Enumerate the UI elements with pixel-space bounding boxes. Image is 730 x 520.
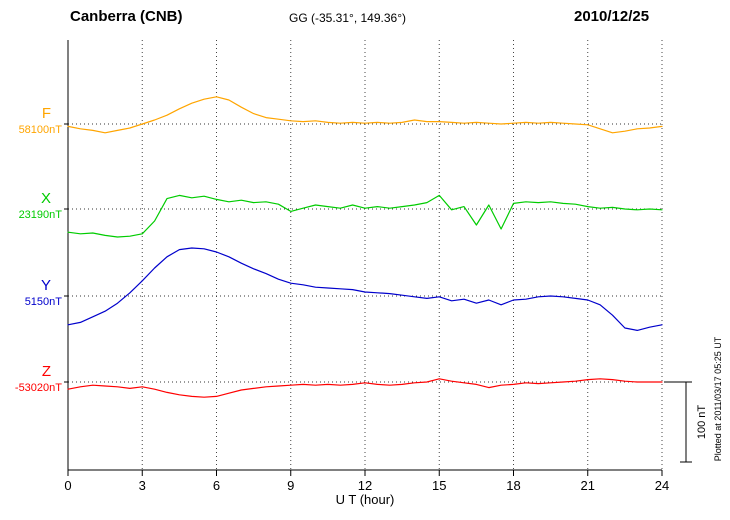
- scale-bar-label: 100 nT: [696, 404, 708, 440]
- station-name: Canberra (CNB): [70, 8, 183, 25]
- plot-date: 2010/12/25: [574, 8, 650, 25]
- series-base-Z: -53020nT: [14, 382, 62, 394]
- plotted-at-note: Plotted at 2011/03/17 05:25 UT: [713, 336, 723, 462]
- series-label-Y: Y: [40, 277, 51, 294]
- component-Z: Z -53020nT: [0, 364, 64, 394]
- x-tick-label: 3: [139, 478, 146, 493]
- series-base-Y: 5150nT: [24, 296, 62, 308]
- trace-Z: [67, 378, 663, 398]
- series-base-X: 23190nT: [18, 209, 62, 221]
- x-tick-label: 18: [506, 478, 520, 493]
- series-label-X: X: [40, 190, 51, 207]
- x-tick-label: 24: [655, 478, 669, 493]
- component-Y: Y 5150nT: [0, 278, 64, 308]
- series-label-Z: Z: [41, 363, 51, 380]
- component-F: F 58100nT: [0, 106, 64, 136]
- trace-X: [67, 194, 663, 238]
- series-label-F: F: [41, 105, 51, 122]
- series-base-F: 58100nT: [18, 124, 62, 136]
- x-tick-label: 6: [213, 478, 220, 493]
- x-tick-label: 21: [581, 478, 595, 493]
- x-tick-label: 0: [64, 478, 71, 493]
- trace-Y: [67, 247, 663, 331]
- x-tick-label: 12: [358, 478, 372, 493]
- component-X: X 23190nT: [0, 191, 64, 221]
- trace-F: [67, 96, 663, 134]
- geographic-coords: GG (-35.31°, 149.36°): [289, 11, 406, 25]
- x-tick-label: 9: [287, 478, 294, 493]
- x-tick-label: 15: [432, 478, 446, 493]
- x-axis-label: U T (hour): [335, 492, 395, 507]
